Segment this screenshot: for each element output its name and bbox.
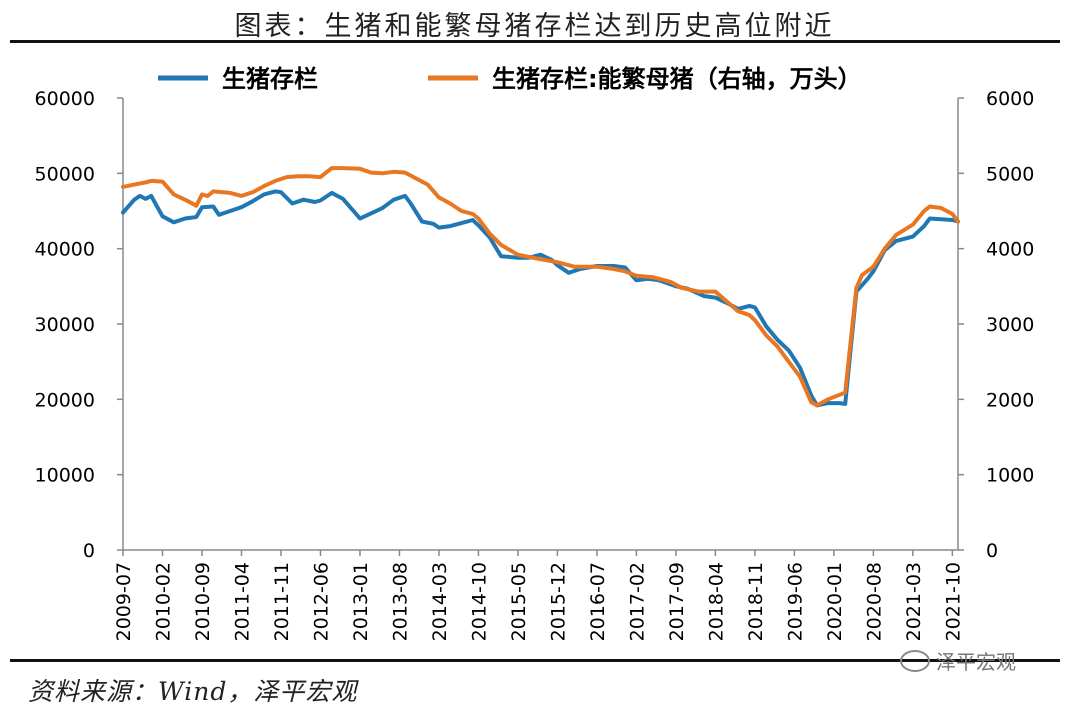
x-tick-label: 2014-03 (429, 562, 451, 641)
chart-title: 图表：生猪和能繁母猪存栏达到历史高位附近 (234, 11, 835, 42)
x-tick-label: 2014-10 (468, 562, 490, 641)
y-right-tick-label: 4000 (986, 239, 1034, 261)
y-left-tick-label: 30000 (35, 314, 95, 336)
x-tick-label: 2015-05 (508, 562, 530, 641)
wechat-icon (900, 649, 930, 672)
legend-label-series-1: 生猪存栏 (222, 65, 318, 93)
series-layer (121, 166, 960, 408)
x-tick-label: 2021-03 (903, 562, 925, 641)
x-tick-label: 2009-07 (113, 562, 135, 641)
x-tick-label: 2013-08 (389, 562, 411, 641)
y-left-tick-label: 10000 (35, 465, 95, 487)
y-right-tick-label: 3000 (986, 314, 1034, 336)
bottom-rule (10, 659, 1060, 662)
x-tick-label: 2020-08 (863, 562, 885, 641)
series-line-1 (121, 189, 960, 408)
y-right-tick-label: 1000 (986, 465, 1034, 487)
x-tick-label: 2015-12 (547, 562, 569, 641)
x-tick-label: 2021-10 (942, 562, 964, 641)
y-left-tick-label: 50000 (35, 163, 95, 185)
x-tick-label: 2013-01 (350, 562, 372, 641)
watermark: 泽平宏观 (900, 646, 1016, 675)
x-tick-label: 2016-07 (587, 562, 609, 641)
x-tick-label: 2020-01 (824, 562, 846, 641)
x-tick-label: 2011-04 (231, 562, 253, 641)
x-tick-label: 2010-09 (192, 562, 214, 641)
y-left-tick-label: 20000 (35, 389, 95, 411)
y-left-tick-label: 0 (83, 540, 95, 562)
y-right-tick-label: 5000 (986, 163, 1034, 185)
top-rule (10, 40, 1060, 43)
x-tick-label: 2012-06 (310, 562, 332, 641)
x-tick-label: 2018-11 (745, 562, 767, 641)
y-left-tick-label: 60000 (35, 88, 95, 110)
y-right-tick-label: 6000 (986, 88, 1034, 110)
x-tick-label: 2010-02 (152, 562, 174, 641)
y-right-tick-label: 2000 (986, 389, 1034, 411)
legend: 生猪存栏 生猪存栏:能繁母猪（右轴，万头） (158, 65, 862, 93)
series-line-2 (121, 166, 960, 408)
x-tick-label: 2019-06 (784, 562, 806, 641)
source-note: 资料来源：Wind，泽平宏观 (28, 677, 358, 706)
y-right-tick-label: 0 (986, 540, 998, 562)
x-tick-label: 2017-09 (666, 562, 688, 641)
x-tick-label: 2017-02 (626, 562, 648, 641)
x-tick-label: 2011-11 (271, 562, 293, 641)
watermark-text: 泽平宏观 (936, 650, 1016, 674)
x-tick-label: 2018-04 (705, 562, 727, 641)
y-left-tick-label: 40000 (35, 239, 95, 261)
axes: 0 10000 20000 30000 40000 50000 60000 0 1000 2000… (35, 88, 1035, 641)
legend-label-series-2: 生猪存栏:能繁母猪（右轴，万头） (492, 65, 862, 93)
